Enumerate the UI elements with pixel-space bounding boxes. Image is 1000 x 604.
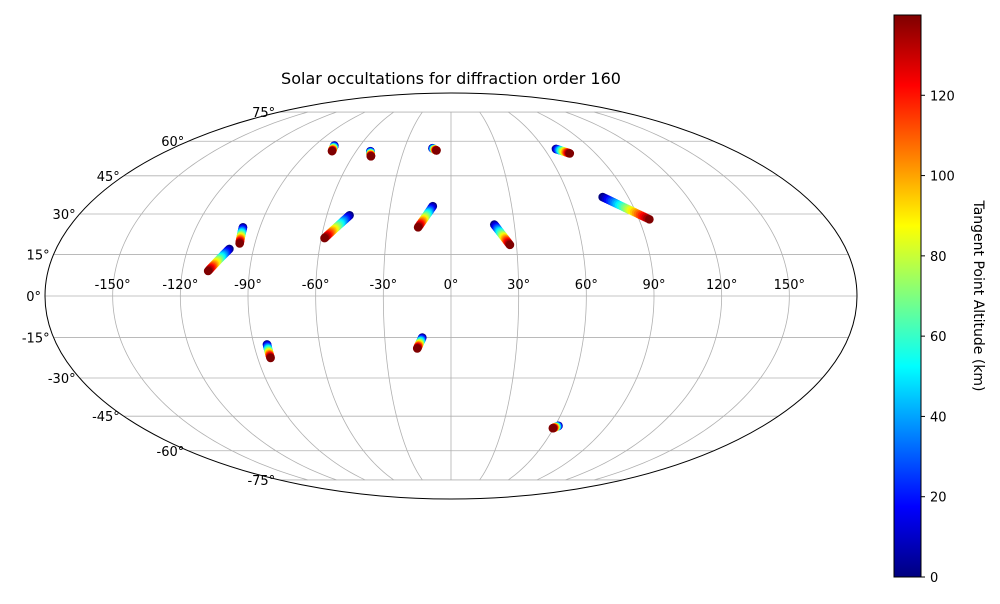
y-tick-label: -15° — [22, 332, 50, 347]
occultation-track — [262, 340, 275, 363]
colorbar-tick-label: 120 — [930, 89, 955, 104]
y-tick-label: 60° — [161, 135, 184, 150]
colorbar-tick-label: 60 — [930, 330, 947, 345]
y-tick-label: 30° — [53, 208, 76, 223]
x-tick-label: -30° — [369, 278, 397, 293]
colorbar-tick-label: 40 — [930, 410, 947, 425]
meridian-gridline — [382, 111, 423, 481]
occultation-track — [412, 333, 427, 353]
occultation-track — [203, 244, 234, 276]
colorbar-gradient — [893, 14, 922, 578]
colorbar-tick-label: 80 — [930, 250, 947, 265]
y-tick-label: -45° — [92, 410, 120, 425]
track-point — [413, 222, 423, 232]
colorbar-tick-label: 20 — [930, 491, 947, 506]
colorbar: 0 20 40 60 80 100 120 Tangent Point Altitude (… — [893, 14, 986, 586]
x-tick-label: -150° — [95, 278, 131, 293]
y-tick-label: -60° — [157, 445, 185, 460]
track-point — [203, 266, 213, 276]
x-tick-label: 0° — [444, 278, 459, 293]
track-point — [548, 423, 558, 433]
track-point — [320, 233, 329, 243]
y-tick-label: 0° — [26, 290, 41, 305]
track-point — [327, 146, 337, 156]
occultation-tracks — [203, 141, 654, 433]
occultation-track — [235, 222, 248, 248]
colorbar-label: Tangent Point Altitude (km) — [970, 199, 986, 391]
x-tick-label: 120° — [706, 278, 737, 293]
meridian-gridline — [112, 111, 308, 481]
occultation-track — [551, 144, 575, 158]
x-tick-label: 30° — [507, 278, 530, 293]
chart-title: Solar occultations for diffraction order… — [281, 69, 621, 88]
track-point — [432, 146, 441, 155]
colorbar-ticks: 0 20 40 60 80 100 120 — [921, 89, 955, 586]
track-point — [505, 240, 515, 250]
latitude-tick-labels: -75° -60° -45° -30° -15° 0° 15° 30° 45° 60° 75° — [22, 106, 275, 489]
occultation-track — [413, 201, 438, 232]
track-point — [266, 353, 275, 363]
x-tick-label: 60° — [575, 278, 598, 293]
y-tick-label: -30° — [48, 372, 76, 387]
track-point — [235, 239, 244, 248]
x-tick-label: 150° — [774, 278, 805, 293]
y-tick-label: -75° — [247, 474, 275, 489]
meridian-gridline — [565, 111, 723, 481]
colorbar-tick-label: 100 — [930, 170, 955, 185]
occultation-track — [548, 421, 563, 433]
occultation-track — [320, 211, 354, 243]
occultation-track — [327, 141, 339, 156]
y-tick-label: 45° — [97, 170, 120, 185]
meridian-gridline — [536, 111, 655, 481]
occultation-track — [489, 220, 515, 250]
track-point — [645, 214, 654, 224]
meridian-gridline — [247, 111, 366, 481]
occultation-track — [428, 143, 441, 155]
occultation-track — [366, 146, 376, 161]
x-tick-label: 90° — [642, 278, 665, 293]
track-point — [366, 152, 376, 161]
map-frame — [44, 92, 858, 500]
track-point — [412, 344, 422, 353]
meridian-gridline — [479, 111, 520, 481]
x-tick-label: -90° — [234, 278, 262, 293]
colorbar-tick-label: 0 — [930, 571, 938, 586]
x-tick-label: -60° — [302, 278, 330, 293]
occultation-track — [598, 192, 654, 224]
y-tick-label: 75° — [252, 106, 275, 121]
meridian-gridline — [594, 111, 790, 481]
y-tick-label: 15° — [27, 248, 50, 263]
graticule — [45, 111, 857, 481]
x-tick-label: -120° — [162, 278, 198, 293]
meridian-gridline — [179, 111, 337, 481]
track-point — [565, 149, 575, 158]
meridian-gridline — [315, 111, 394, 481]
longitude-tick-labels: -150° -120° -90° -60° -30° 0° 30° 60° 90° 120° 150… — [95, 278, 805, 293]
